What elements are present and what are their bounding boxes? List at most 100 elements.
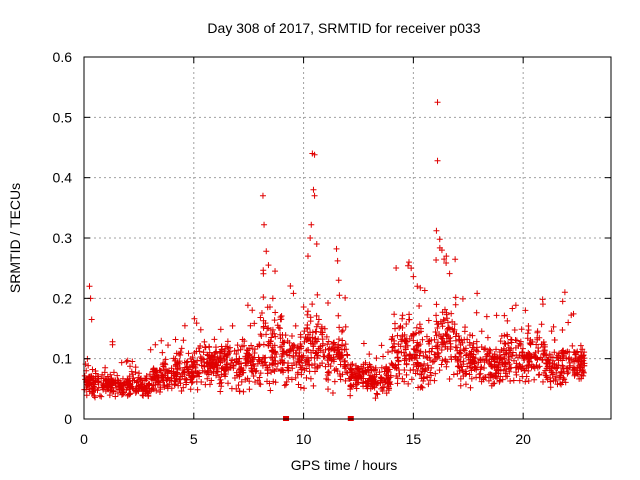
data-point bbox=[161, 382, 168, 389]
data-point bbox=[481, 365, 488, 372]
data-point bbox=[309, 334, 316, 341]
data-point bbox=[330, 340, 337, 347]
data-point bbox=[543, 352, 550, 359]
y-tick-label: 0.5 bbox=[53, 109, 73, 125]
data-point bbox=[501, 312, 508, 319]
data-point bbox=[85, 380, 92, 387]
data-point bbox=[436, 331, 443, 338]
data-point bbox=[405, 259, 412, 266]
data-point bbox=[429, 345, 436, 352]
data-point bbox=[414, 367, 421, 374]
data-point bbox=[464, 363, 471, 370]
data-point bbox=[421, 367, 428, 374]
data-point bbox=[98, 393, 105, 400]
data-point bbox=[265, 262, 272, 269]
data-point bbox=[454, 363, 461, 370]
data-point bbox=[406, 311, 413, 318]
data-point bbox=[414, 342, 421, 349]
data-point bbox=[303, 347, 310, 354]
data-point bbox=[229, 356, 236, 363]
data-point bbox=[127, 363, 134, 370]
data-point bbox=[330, 358, 337, 365]
data-point bbox=[294, 344, 301, 351]
data-point bbox=[415, 342, 422, 349]
data-point bbox=[547, 384, 554, 391]
data-point bbox=[162, 356, 169, 363]
data-point bbox=[400, 349, 407, 356]
data-point bbox=[416, 302, 423, 309]
data-point bbox=[177, 352, 184, 359]
data-point bbox=[469, 332, 476, 339]
data-point bbox=[539, 357, 546, 364]
data-point bbox=[193, 320, 200, 327]
data-point bbox=[525, 349, 532, 356]
data-point bbox=[278, 316, 285, 323]
data-point bbox=[474, 348, 481, 355]
data-point bbox=[200, 349, 207, 356]
data-point bbox=[137, 381, 144, 388]
data-point bbox=[448, 310, 455, 317]
data-point bbox=[516, 363, 523, 370]
data-point bbox=[380, 353, 387, 360]
data-point bbox=[242, 376, 249, 383]
data-point bbox=[441, 317, 448, 324]
data-point bbox=[386, 366, 393, 373]
data-point bbox=[415, 384, 422, 391]
data-point bbox=[314, 363, 321, 370]
data-point bbox=[92, 367, 99, 374]
data-point bbox=[559, 362, 566, 369]
data-point bbox=[510, 377, 517, 384]
data-point bbox=[105, 386, 112, 393]
data-point bbox=[507, 336, 514, 343]
data-point bbox=[302, 334, 309, 341]
data-point bbox=[373, 371, 380, 378]
data-point bbox=[221, 356, 228, 363]
data-point bbox=[459, 367, 466, 374]
data-point bbox=[551, 337, 558, 344]
data-point bbox=[201, 338, 208, 345]
data-point bbox=[88, 390, 95, 397]
data-point bbox=[417, 362, 424, 369]
data-point bbox=[128, 368, 135, 375]
data-point bbox=[135, 374, 142, 381]
data-point bbox=[279, 359, 286, 366]
data-point bbox=[478, 328, 485, 335]
data-point bbox=[94, 378, 101, 385]
data-point bbox=[313, 241, 320, 248]
data-point bbox=[319, 342, 326, 349]
data-point bbox=[560, 375, 567, 382]
data-point bbox=[376, 369, 383, 376]
data-point bbox=[541, 343, 548, 350]
data-point bbox=[393, 373, 400, 380]
data-point bbox=[258, 309, 265, 316]
data-point bbox=[87, 375, 94, 382]
data-point bbox=[473, 366, 480, 373]
data-point bbox=[468, 375, 475, 382]
data-point bbox=[417, 284, 424, 291]
data-point bbox=[355, 379, 362, 386]
data-point bbox=[580, 369, 587, 376]
data-point bbox=[261, 221, 268, 228]
data-point bbox=[536, 371, 543, 378]
data-point bbox=[281, 382, 288, 389]
data-point bbox=[425, 381, 432, 388]
data-point bbox=[581, 349, 588, 356]
data-point bbox=[272, 349, 279, 356]
data-point bbox=[383, 363, 390, 370]
data-point bbox=[434, 99, 441, 106]
data-point bbox=[365, 368, 372, 375]
data-point bbox=[211, 336, 218, 343]
data-point bbox=[341, 346, 348, 353]
data-point bbox=[237, 346, 244, 353]
data-point bbox=[438, 335, 445, 342]
data-point bbox=[197, 354, 204, 361]
data-point bbox=[86, 379, 93, 386]
data-point bbox=[530, 363, 537, 370]
data-point bbox=[576, 375, 583, 382]
data-point bbox=[164, 383, 171, 390]
data-point bbox=[500, 347, 507, 354]
data-point bbox=[403, 360, 410, 367]
data-point bbox=[106, 392, 113, 399]
data-point bbox=[569, 342, 576, 349]
data-point bbox=[216, 380, 223, 387]
